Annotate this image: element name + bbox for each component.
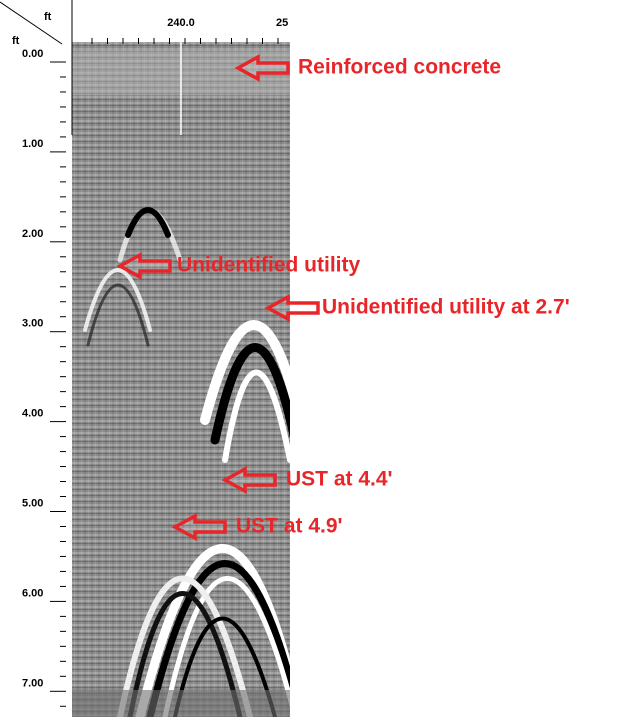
y-label: 1.00	[22, 138, 43, 150]
radargram-figure: ft ft 240.0 25 0.00 1.00 2.00 3.00 4.00 5.00 6.00 7…	[0, 0, 631, 717]
annotation-label: Reinforced concrete	[298, 56, 501, 79]
y-label: 7.00	[22, 677, 43, 689]
y-label: 3.00	[22, 318, 43, 330]
y-label: 5.00	[22, 498, 43, 510]
x-unit: ft	[44, 11, 52, 23]
x-label: 240.0	[167, 17, 195, 29]
y-label: 4.00	[22, 408, 43, 420]
annotation-label: UST at 4.4'	[286, 468, 393, 491]
annotation-label: UST at 4.9'	[236, 515, 343, 538]
annotation-label: Unidentified utility at 2.7'	[322, 296, 570, 319]
annotation-label: Unidentified utility	[177, 254, 360, 277]
y-unit: ft	[12, 35, 20, 47]
y-label: 6.00	[22, 587, 43, 599]
y-label: 0.00	[22, 48, 43, 60]
y-label: 2.00	[22, 228, 43, 240]
x-label: 25	[276, 17, 288, 29]
scan-image	[72, 42, 300, 717]
